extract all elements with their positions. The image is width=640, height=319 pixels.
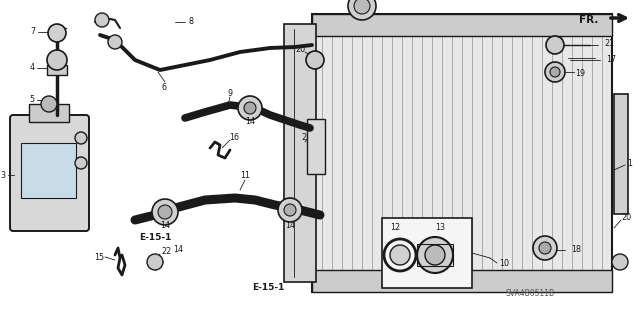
Text: 20: 20 xyxy=(295,44,305,54)
Text: 16: 16 xyxy=(229,132,239,142)
Bar xyxy=(307,119,325,174)
Text: 3: 3 xyxy=(0,170,5,180)
Text: 10: 10 xyxy=(499,258,509,268)
Circle shape xyxy=(425,245,445,265)
Bar xyxy=(417,244,453,266)
Circle shape xyxy=(533,236,557,260)
Text: 6: 6 xyxy=(161,83,166,92)
Circle shape xyxy=(158,205,172,219)
Text: 8: 8 xyxy=(189,18,193,26)
Circle shape xyxy=(284,204,296,216)
Bar xyxy=(47,65,67,75)
Circle shape xyxy=(152,199,178,225)
Text: 2: 2 xyxy=(301,133,307,143)
Circle shape xyxy=(278,198,302,222)
Text: 4: 4 xyxy=(29,63,35,72)
Text: 14: 14 xyxy=(245,117,255,127)
Text: FR.: FR. xyxy=(579,15,598,25)
Circle shape xyxy=(417,237,453,273)
Text: 11: 11 xyxy=(240,172,250,181)
Text: 14: 14 xyxy=(173,246,183,255)
Circle shape xyxy=(48,24,66,42)
Circle shape xyxy=(354,0,370,14)
Circle shape xyxy=(108,35,122,49)
Circle shape xyxy=(47,50,67,70)
Text: E-15-1: E-15-1 xyxy=(252,284,284,293)
FancyBboxPatch shape xyxy=(10,115,89,231)
Text: 18: 18 xyxy=(571,246,581,255)
Circle shape xyxy=(306,51,324,69)
Circle shape xyxy=(550,67,560,77)
Circle shape xyxy=(390,245,410,265)
Circle shape xyxy=(348,0,376,20)
Bar xyxy=(312,270,612,292)
Bar xyxy=(21,143,76,198)
Circle shape xyxy=(147,254,163,270)
Text: 12: 12 xyxy=(390,224,400,233)
Text: E-15-1: E-15-1 xyxy=(139,234,171,242)
Bar xyxy=(312,14,612,292)
Circle shape xyxy=(612,254,628,270)
Text: 17: 17 xyxy=(606,56,616,64)
Text: 7: 7 xyxy=(31,27,36,36)
Bar xyxy=(614,94,628,214)
Text: 13: 13 xyxy=(435,224,445,233)
Text: 20: 20 xyxy=(621,213,631,222)
Circle shape xyxy=(95,13,109,27)
Text: 19: 19 xyxy=(575,70,585,78)
Text: 15: 15 xyxy=(94,253,104,262)
Text: 14: 14 xyxy=(285,220,295,229)
Circle shape xyxy=(539,242,551,254)
Text: 5: 5 xyxy=(29,95,35,105)
Circle shape xyxy=(546,36,564,54)
Text: SVA4B0511B: SVA4B0511B xyxy=(506,288,555,298)
Text: 21: 21 xyxy=(604,40,614,48)
Circle shape xyxy=(75,132,87,144)
Circle shape xyxy=(238,96,262,120)
Circle shape xyxy=(41,96,57,112)
Bar xyxy=(29,104,69,122)
Text: 14: 14 xyxy=(160,221,170,231)
Text: 22: 22 xyxy=(162,247,172,256)
Circle shape xyxy=(545,62,565,82)
Circle shape xyxy=(75,157,87,169)
Circle shape xyxy=(244,102,256,114)
Bar xyxy=(312,14,612,36)
Bar xyxy=(382,218,472,288)
Bar xyxy=(284,24,316,282)
Text: 1: 1 xyxy=(627,159,632,167)
Text: 9: 9 xyxy=(227,88,232,98)
